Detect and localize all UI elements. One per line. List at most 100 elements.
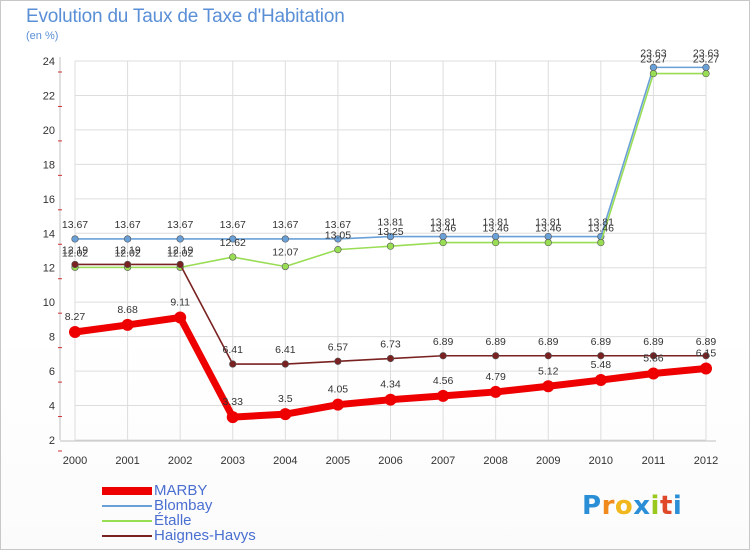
point-marby-2004 [279, 408, 292, 421]
data-label-blombay-2005: 13.67 [325, 219, 351, 231]
chart-title: Evolution du Taux de Taxe d'Habitation [26, 6, 345, 27]
point-haignes-havys-2001 [123, 260, 132, 269]
logo-letter-4: i [650, 491, 660, 521]
legend-swatch-etalle [102, 520, 152, 522]
x-tick-label-10: 2010 [589, 455, 613, 467]
data-label--talle-2000: 12.02 [62, 247, 88, 259]
logo-letter-3: x [633, 491, 651, 521]
point--talle-2009 [544, 238, 552, 247]
data-label-marby-2009: 5.12 [538, 365, 559, 377]
point-haignes-havys-2007 [439, 352, 447, 360]
legend-label-marby: MARBY [154, 482, 208, 499]
x-tick-label-3: 2003 [221, 455, 245, 467]
data-label-haignes-havys-2001: 12.19 [114, 244, 140, 256]
data-label-marby-2008: 4.79 [485, 371, 506, 383]
point-marby-2005 [331, 398, 344, 411]
data-label-blombay-2003: 13.67 [220, 219, 246, 231]
y-tick-label-4: 10 [43, 297, 55, 309]
data-label-marby-2000: 8.27 [65, 311, 86, 323]
point-haignes-havys-2005 [334, 357, 342, 365]
data-label-marby-2001: 8.68 [117, 304, 138, 316]
point-marby-2009 [542, 380, 555, 393]
data-label--talle-2002: 12.02 [167, 247, 193, 259]
data-label-marby-2004: 3.5 [278, 393, 293, 405]
data-label-blombay-2012: 23.63 [693, 47, 719, 59]
data-label-blombay-2001: 13.67 [114, 219, 140, 231]
point-haignes-havys-2011 [649, 352, 658, 360]
point--talle-2006 [386, 242, 395, 250]
data-label--talle-2011: 23.27 [640, 54, 666, 66]
point--talle-2005 [334, 246, 342, 254]
x-tick-label-7: 2007 [431, 455, 455, 467]
logo-letter-6: i [672, 491, 683, 521]
point-haignes-havys-2009 [544, 352, 552, 360]
point-marby-2000 [69, 325, 81, 338]
data-label-haignes-havys-2009: 6.89 [538, 336, 559, 348]
point-marby-2003 [226, 411, 239, 424]
data-label-marby-2005: 4.05 [328, 384, 349, 396]
point--talle-2004 [281, 262, 289, 271]
legend-label-haignes-havys: Haignes-Havys [154, 527, 256, 544]
data-label-marby-2012: 6.15 [696, 348, 717, 360]
data-label-haignes-havys-2000: 12.19 [62, 244, 88, 256]
y-tick-label-6: 14 [43, 228, 55, 240]
proxiti-logo: Proxiti [582, 491, 682, 521]
x-tick-label-6: 2006 [378, 455, 402, 467]
data-label-blombay-2000: 13.67 [62, 219, 88, 231]
point--talle-2011 [649, 69, 658, 78]
data-label-blombay-2007: 13.81 [430, 217, 456, 229]
x-tick-label-0: 2000 [63, 455, 87, 467]
point-marby-2001 [121, 318, 134, 331]
data-label--talle-2004: 12.07 [272, 247, 298, 259]
point--talle-2008 [492, 238, 500, 247]
point-haignes-havys-2012 [702, 352, 710, 360]
data-label--talle-2003: 12.62 [220, 237, 246, 249]
data-label-blombay-2006: 13.81 [377, 217, 403, 229]
y-tick-label-10: 22 [43, 90, 55, 102]
y-tick-label-9: 20 [43, 125, 55, 137]
x-tick-label-2: 2002 [168, 455, 192, 467]
point-haignes-havys-2004 [281, 360, 289, 368]
y-tick-label-3: 8 [49, 332, 55, 344]
data-label--talle-2012: 23.27 [693, 54, 719, 66]
point-blombay-2002 [176, 235, 184, 243]
point-marby-2006 [384, 393, 397, 406]
logo-letter-0: P [582, 491, 602, 521]
data-label-marby-2010: 5.48 [591, 359, 612, 371]
x-tick-label-4: 2004 [273, 455, 297, 467]
data-label--talle-2010: 13.46 [588, 223, 614, 235]
y-tick-label-7: 16 [43, 194, 55, 206]
y-tick-label-2: 6 [49, 366, 55, 378]
data-label-blombay-2010: 13.81 [588, 217, 614, 229]
data-label-marby-2002: 9.11 [170, 297, 190, 309]
data-label-haignes-havys-2005: 6.57 [328, 341, 349, 353]
point-haignes-havys-2000 [71, 260, 79, 269]
data-label--talle-2008: 13.46 [483, 223, 509, 235]
logo-letter-2: o [614, 491, 634, 521]
point-blombay-2006 [386, 232, 395, 241]
data-label-blombay-2009: 13.81 [535, 217, 561, 229]
point-blombay-2004 [281, 235, 289, 243]
point-haignes-havys-2002 [176, 260, 184, 269]
legend-swatch-haignes-havys [102, 535, 152, 537]
data-label-haignes-havys-2003: 6.41 [223, 344, 244, 356]
point-haignes-havys-2008 [492, 352, 500, 360]
point-marby-2002 [174, 311, 187, 324]
point--talle-2003 [229, 253, 237, 261]
y-tick-label-0: 2 [49, 435, 55, 447]
y-tick-label-11: 24 [43, 56, 55, 68]
x-tick-label-1: 2001 [115, 455, 139, 467]
data-label-haignes-havys-2008: 6.89 [485, 336, 506, 348]
y-tick-label-5: 12 [43, 263, 55, 275]
point-blombay-2001 [123, 235, 132, 243]
legend-label-blombay: Blombay [154, 497, 213, 514]
data-label-haignes-havys-2010: 6.89 [591, 336, 612, 348]
data-label-haignes-havys-2004: 6.41 [275, 344, 296, 356]
point--talle-2010 [597, 238, 605, 247]
legend-label-etalle: Étalle [154, 512, 192, 529]
data-label--talle-2005: 13.05 [325, 230, 351, 242]
data-label-haignes-havys-2006: 6.73 [380, 339, 401, 351]
data-label--talle-2006: 13.25 [377, 226, 403, 238]
data-label-blombay-2011: 23.63 [640, 47, 666, 59]
